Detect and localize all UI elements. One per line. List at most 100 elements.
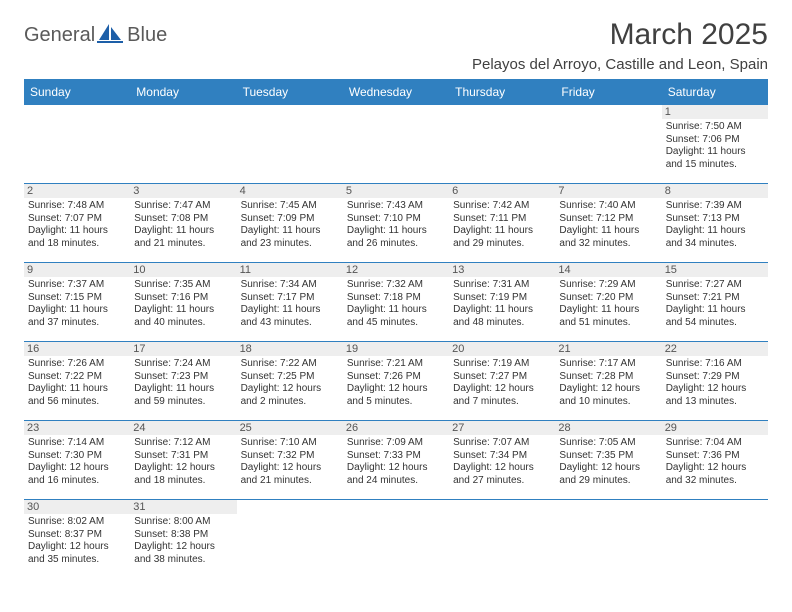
- day-number: 15: [662, 263, 768, 277]
- sunrise-text: Sunrise: 7:32 AM: [347, 279, 445, 292]
- sunset-text: Sunset: 7:12 PM: [559, 213, 657, 226]
- sunrise-text: Sunrise: 8:02 AM: [28, 516, 126, 529]
- calendar-day-cell: 27Sunrise: 7:07 AMSunset: 7:34 PMDayligh…: [449, 421, 555, 500]
- daylight-text: Daylight: 11 hours and 34 minutes.: [666, 225, 764, 250]
- daylight-text: Daylight: 12 hours and 16 minutes.: [28, 462, 126, 487]
- calendar-week-row: 1Sunrise: 7:50 AMSunset: 7:06 PMDaylight…: [24, 105, 768, 184]
- sunrise-text: Sunrise: 7:50 AM: [666, 121, 764, 134]
- sunset-text: Sunset: 7:36 PM: [666, 450, 764, 463]
- sunrise-text: Sunrise: 7:48 AM: [28, 200, 126, 213]
- day-number: 9: [24, 263, 130, 277]
- sunset-text: Sunset: 7:32 PM: [241, 450, 339, 463]
- sail-icon: [97, 22, 125, 49]
- sunrise-text: Sunrise: 7:21 AM: [347, 358, 445, 371]
- sunrise-text: Sunrise: 7:37 AM: [28, 279, 126, 292]
- calendar-day-cell: 5Sunrise: 7:43 AMSunset: 7:10 PMDaylight…: [343, 184, 449, 263]
- day-number: 1: [662, 105, 768, 119]
- sunset-text: Sunset: 7:23 PM: [134, 371, 232, 384]
- sunset-text: Sunset: 7:18 PM: [347, 292, 445, 305]
- daylight-text: Daylight: 11 hours and 45 minutes.: [347, 304, 445, 329]
- calendar-day-cell: 29 Sunrise: 7:04 AMSunset: 7:36 PMDayligh…: [662, 421, 768, 500]
- day-number: [237, 105, 343, 107]
- sunset-text: Sunset: 7:26 PM: [347, 371, 445, 384]
- daylight-text: Daylight: 11 hours and 23 minutes.: [241, 225, 339, 250]
- day-number: [24, 105, 130, 107]
- sunrise-text: Sunrise: 8:00 AM: [134, 516, 232, 529]
- sunrise-text: Sunrise: 7:19 AM: [453, 358, 551, 371]
- day-number: 13: [449, 263, 555, 277]
- daylight-text: Daylight: 12 hours and 5 minutes.: [347, 383, 445, 408]
- weekday-header: Friday: [555, 79, 661, 105]
- weekday-header: Saturday: [662, 79, 768, 105]
- day-number: 23: [24, 421, 130, 435]
- sunset-text: Sunset: 8:37 PM: [28, 529, 126, 542]
- sunset-text: Sunset: 8:38 PM: [134, 529, 232, 542]
- sunset-text: Sunset: 7:35 PM: [559, 450, 657, 463]
- day-number: 16: [24, 342, 130, 356]
- logo-text-part2: Blue: [127, 24, 167, 47]
- sunset-text: Sunset: 7:20 PM: [559, 292, 657, 305]
- sunrise-text: Sunrise: 7:04 AM: [666, 437, 764, 450]
- sunrise-text: Sunrise: 7:29 AM: [559, 279, 657, 292]
- calendar-day-cell: 4Sunrise: 7:45 AMSunset: 7:09 PMDaylight…: [237, 184, 343, 263]
- month-title: March 2025: [472, 18, 768, 52]
- sunrise-text: Sunrise: 7:22 AM: [241, 358, 339, 371]
- sunrise-text: Sunrise: 7:39 AM: [666, 200, 764, 213]
- location: Pelayos del Arroyo, Castille and Leon, S…: [472, 56, 768, 73]
- day-number: 27: [449, 421, 555, 435]
- calendar-day-cell: [237, 105, 343, 184]
- calendar-day-cell: [237, 500, 343, 579]
- sunrise-text: Sunrise: 7:27 AM: [666, 279, 764, 292]
- calendar-day-cell: 10Sunrise: 7:35 AMSunset: 7:16 PMDayligh…: [130, 263, 236, 342]
- calendar-week-row: 16Sunrise: 7:26 AMSunset: 7:22 PMDayligh…: [24, 342, 768, 421]
- daylight-text: Daylight: 11 hours and 56 minutes.: [28, 383, 126, 408]
- daylight-text: Daylight: 12 hours and 38 minutes.: [134, 541, 232, 566]
- sunset-text: Sunset: 7:11 PM: [453, 213, 551, 226]
- calendar-day-cell: [130, 105, 236, 184]
- sunset-text: Sunset: 7:28 PM: [559, 371, 657, 384]
- calendar-day-cell: 3Sunrise: 7:47 AMSunset: 7:08 PMDaylight…: [130, 184, 236, 263]
- calendar-body: 1Sunrise: 7:50 AMSunset: 7:06 PMDaylight…: [24, 105, 768, 578]
- daylight-text: Daylight: 11 hours and 59 minutes.: [134, 383, 232, 408]
- day-number: 12: [343, 263, 449, 277]
- sunrise-text: Sunrise: 7:10 AM: [241, 437, 339, 450]
- sunset-text: Sunset: 7:17 PM: [241, 292, 339, 305]
- sunset-text: Sunset: 7:10 PM: [347, 213, 445, 226]
- day-number: 29: [662, 421, 768, 435]
- day-number: 18: [237, 342, 343, 356]
- day-number: [343, 500, 449, 502]
- calendar-day-cell: [555, 500, 661, 579]
- sunrise-text: Sunrise: 7:05 AM: [559, 437, 657, 450]
- calendar-day-cell: 15Sunrise: 7:27 AMSunset: 7:21 PMDayligh…: [662, 263, 768, 342]
- calendar-table: Sunday Monday Tuesday Wednesday Thursday…: [24, 79, 768, 578]
- day-number: 4: [237, 184, 343, 198]
- calendar-day-cell: 9Sunrise: 7:37 AMSunset: 7:15 PMDaylight…: [24, 263, 130, 342]
- calendar-day-cell: 11Sunrise: 7:34 AMSunset: 7:17 PMDayligh…: [237, 263, 343, 342]
- sunrise-text: Sunrise: 7:43 AM: [347, 200, 445, 213]
- day-number: 8: [662, 184, 768, 198]
- day-number: 2: [24, 184, 130, 198]
- calendar-day-cell: 6Sunrise: 7:42 AMSunset: 7:11 PMDaylight…: [449, 184, 555, 263]
- calendar-day-cell: 25Sunrise: 7:10 AMSunset: 7:32 PMDayligh…: [237, 421, 343, 500]
- daylight-text: Daylight: 12 hours and 32 minutes.: [666, 462, 764, 487]
- calendar-day-cell: 17Sunrise: 7:24 AMSunset: 7:23 PMDayligh…: [130, 342, 236, 421]
- sunrise-text: Sunrise: 7:45 AM: [241, 200, 339, 213]
- day-number: [555, 500, 661, 502]
- daylight-text: Daylight: 12 hours and 10 minutes.: [559, 383, 657, 408]
- sunrise-text: Sunrise: 7:12 AM: [134, 437, 232, 450]
- day-number: 7: [555, 184, 661, 198]
- calendar-day-cell: 7Sunrise: 7:40 AMSunset: 7:12 PMDaylight…: [555, 184, 661, 263]
- sunset-text: Sunset: 7:27 PM: [453, 371, 551, 384]
- sunrise-text: Sunrise: 7:14 AM: [28, 437, 126, 450]
- day-number: 17: [130, 342, 236, 356]
- sunset-text: Sunset: 7:25 PM: [241, 371, 339, 384]
- sunset-text: Sunset: 7:07 PM: [28, 213, 126, 226]
- sunrise-text: Sunrise: 7:34 AM: [241, 279, 339, 292]
- sunset-text: Sunset: 7:22 PM: [28, 371, 126, 384]
- day-number: 14: [555, 263, 661, 277]
- calendar-day-cell: 14Sunrise: 7:29 AMSunset: 7:20 PMDayligh…: [555, 263, 661, 342]
- daylight-text: Daylight: 11 hours and 18 minutes.: [28, 225, 126, 250]
- daylight-text: Daylight: 11 hours and 40 minutes.: [134, 304, 232, 329]
- title-block: March 2025 Pelayos del Arroyo, Castille …: [472, 18, 768, 73]
- daylight-text: Daylight: 12 hours and 18 minutes.: [134, 462, 232, 487]
